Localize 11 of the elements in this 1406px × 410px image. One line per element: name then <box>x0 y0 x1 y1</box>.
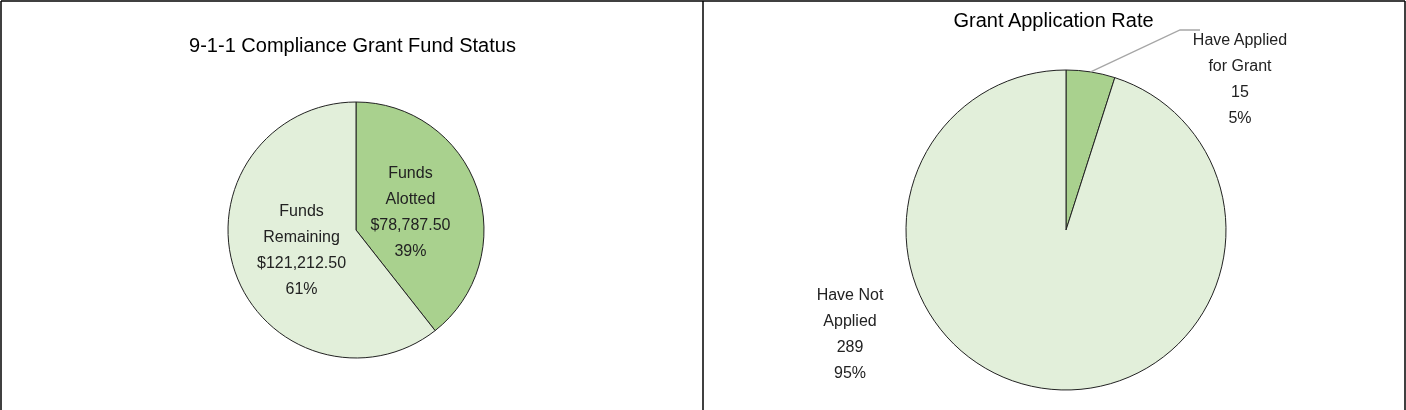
data-label: 289 95% <box>833 338 867 381</box>
pie-slice <box>905 69 1227 391</box>
chart-title: Grant Application Rate <box>953 9 1154 31</box>
slice-label: Have Applied for Grant <box>1192 31 1288 74</box>
chart-title: 9-1-1 Compliance Grant Fund Status <box>189 34 516 56</box>
data-label: 15 5% <box>1228 83 1252 126</box>
data-label: $78,787.50 39% <box>370 216 451 260</box>
slice-label: Funds Remaining <box>263 201 340 245</box>
slice-label: Have Not Applied <box>816 286 884 329</box>
slice-label: Funds Alotted <box>385 164 436 208</box>
data-label: $121,212.50 61% <box>257 253 347 297</box>
